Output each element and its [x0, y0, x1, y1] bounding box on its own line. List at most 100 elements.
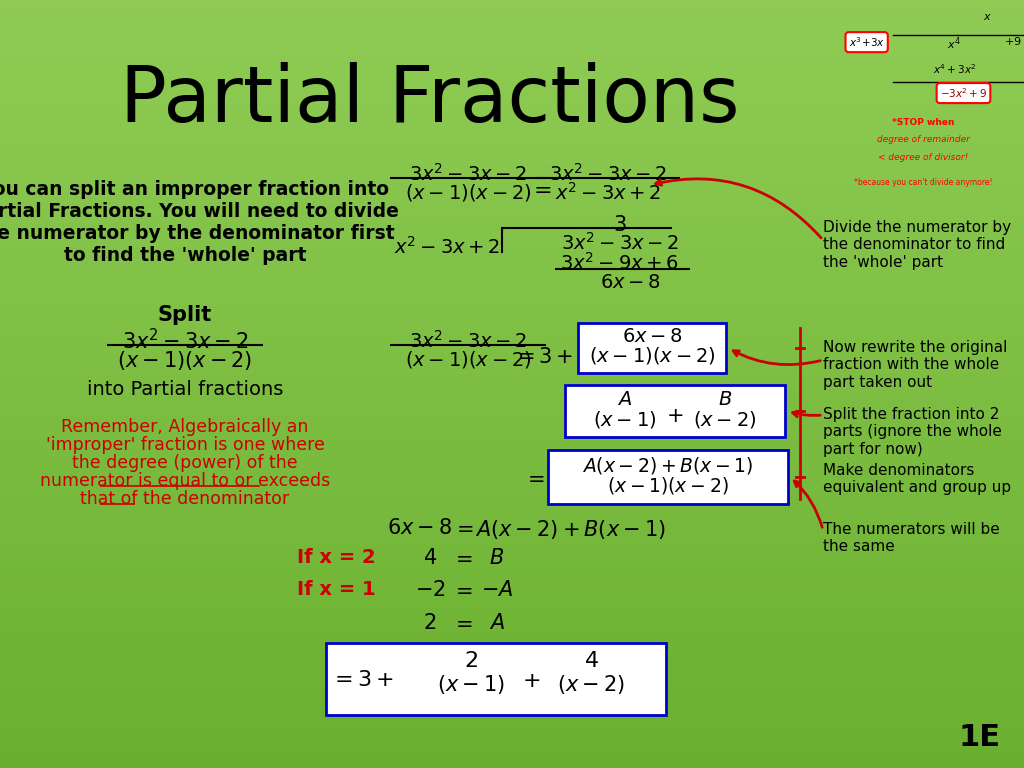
- Bar: [0, 10, 1024, 11]
- Bar: [0, 186, 1024, 187]
- Text: Divide the numerator by
the denominator to find
the 'whole' part: Divide the numerator by the denominator …: [823, 220, 1011, 270]
- Bar: [0, 426, 1024, 427]
- Bar: [0, 231, 1024, 232]
- Bar: [0, 488, 1024, 489]
- Bar: [0, 756, 1024, 757]
- Bar: [0, 429, 1024, 430]
- Text: $4$: $4$: [423, 548, 437, 568]
- Bar: [0, 69, 1024, 70]
- Bar: [0, 240, 1024, 241]
- Bar: [0, 369, 1024, 370]
- Bar: [0, 697, 1024, 698]
- Bar: [0, 648, 1024, 649]
- Bar: [0, 753, 1024, 754]
- Bar: [0, 676, 1024, 677]
- Bar: [0, 574, 1024, 575]
- Bar: [0, 374, 1024, 375]
- Bar: [0, 303, 1024, 304]
- Bar: [0, 467, 1024, 468]
- Bar: [0, 665, 1024, 666]
- Bar: [0, 576, 1024, 577]
- Bar: [0, 646, 1024, 647]
- Bar: [0, 247, 1024, 248]
- Bar: [0, 395, 1024, 396]
- Bar: [0, 98, 1024, 99]
- Bar: [0, 283, 1024, 284]
- Bar: [0, 472, 1024, 473]
- Bar: [0, 636, 1024, 637]
- Bar: [0, 21, 1024, 22]
- Bar: [0, 549, 1024, 550]
- Text: If x = 2: If x = 2: [297, 548, 376, 567]
- Text: $A(x-2)+B(x-1)$: $A(x-2)+B(x-1)$: [583, 455, 754, 476]
- Bar: [0, 185, 1024, 186]
- Bar: [0, 548, 1024, 549]
- Bar: [0, 332, 1024, 333]
- Bar: [0, 416, 1024, 417]
- Bar: [0, 405, 1024, 406]
- Bar: [0, 736, 1024, 737]
- Bar: [0, 264, 1024, 265]
- Bar: [0, 96, 1024, 97]
- Bar: [0, 25, 1024, 26]
- Bar: [0, 508, 1024, 509]
- Bar: [0, 590, 1024, 591]
- Bar: [0, 511, 1024, 512]
- Bar: [0, 611, 1024, 612]
- Bar: [0, 5, 1024, 6]
- Bar: [0, 192, 1024, 193]
- Bar: [0, 638, 1024, 639]
- Bar: [0, 360, 1024, 361]
- Bar: [0, 413, 1024, 414]
- Bar: [0, 76, 1024, 77]
- Text: $= 3 +$: $= 3 +$: [330, 670, 394, 690]
- Bar: [0, 542, 1024, 543]
- Bar: [0, 359, 1024, 360]
- Bar: [0, 386, 1024, 387]
- Bar: [0, 396, 1024, 397]
- Bar: [0, 225, 1024, 226]
- Bar: [0, 394, 1024, 395]
- Bar: [0, 607, 1024, 608]
- Bar: [0, 191, 1024, 192]
- Bar: [0, 504, 1024, 505]
- Text: $A$: $A$: [617, 390, 633, 409]
- Bar: [0, 227, 1024, 228]
- Bar: [0, 94, 1024, 95]
- Bar: [0, 152, 1024, 153]
- Bar: [0, 298, 1024, 299]
- Bar: [0, 244, 1024, 245]
- Text: $A(x-2) + B(x-1)$: $A(x-2) + B(x-1)$: [475, 518, 666, 541]
- Bar: [0, 473, 1024, 474]
- Bar: [0, 731, 1024, 732]
- Bar: [0, 206, 1024, 207]
- Bar: [0, 255, 1024, 256]
- Bar: [0, 601, 1024, 602]
- Bar: [0, 461, 1024, 462]
- Bar: [0, 469, 1024, 470]
- Bar: [0, 55, 1024, 56]
- Bar: [0, 604, 1024, 605]
- Bar: [0, 635, 1024, 636]
- Bar: [0, 691, 1024, 692]
- Bar: [0, 568, 1024, 569]
- Bar: [0, 754, 1024, 755]
- Bar: [0, 444, 1024, 445]
- Bar: [0, 393, 1024, 394]
- Bar: [0, 766, 1024, 767]
- Bar: [0, 593, 1024, 594]
- Bar: [0, 336, 1024, 337]
- Bar: [0, 28, 1024, 29]
- Bar: [0, 260, 1024, 261]
- Text: $(x-2)$: $(x-2)$: [557, 673, 625, 696]
- Bar: [0, 516, 1024, 517]
- Bar: [0, 37, 1024, 38]
- Bar: [0, 678, 1024, 679]
- Bar: [0, 430, 1024, 431]
- Bar: [0, 18, 1024, 19]
- Bar: [0, 4, 1024, 5]
- Bar: [0, 377, 1024, 378]
- Bar: [0, 81, 1024, 82]
- Bar: [0, 727, 1024, 728]
- Bar: [0, 74, 1024, 75]
